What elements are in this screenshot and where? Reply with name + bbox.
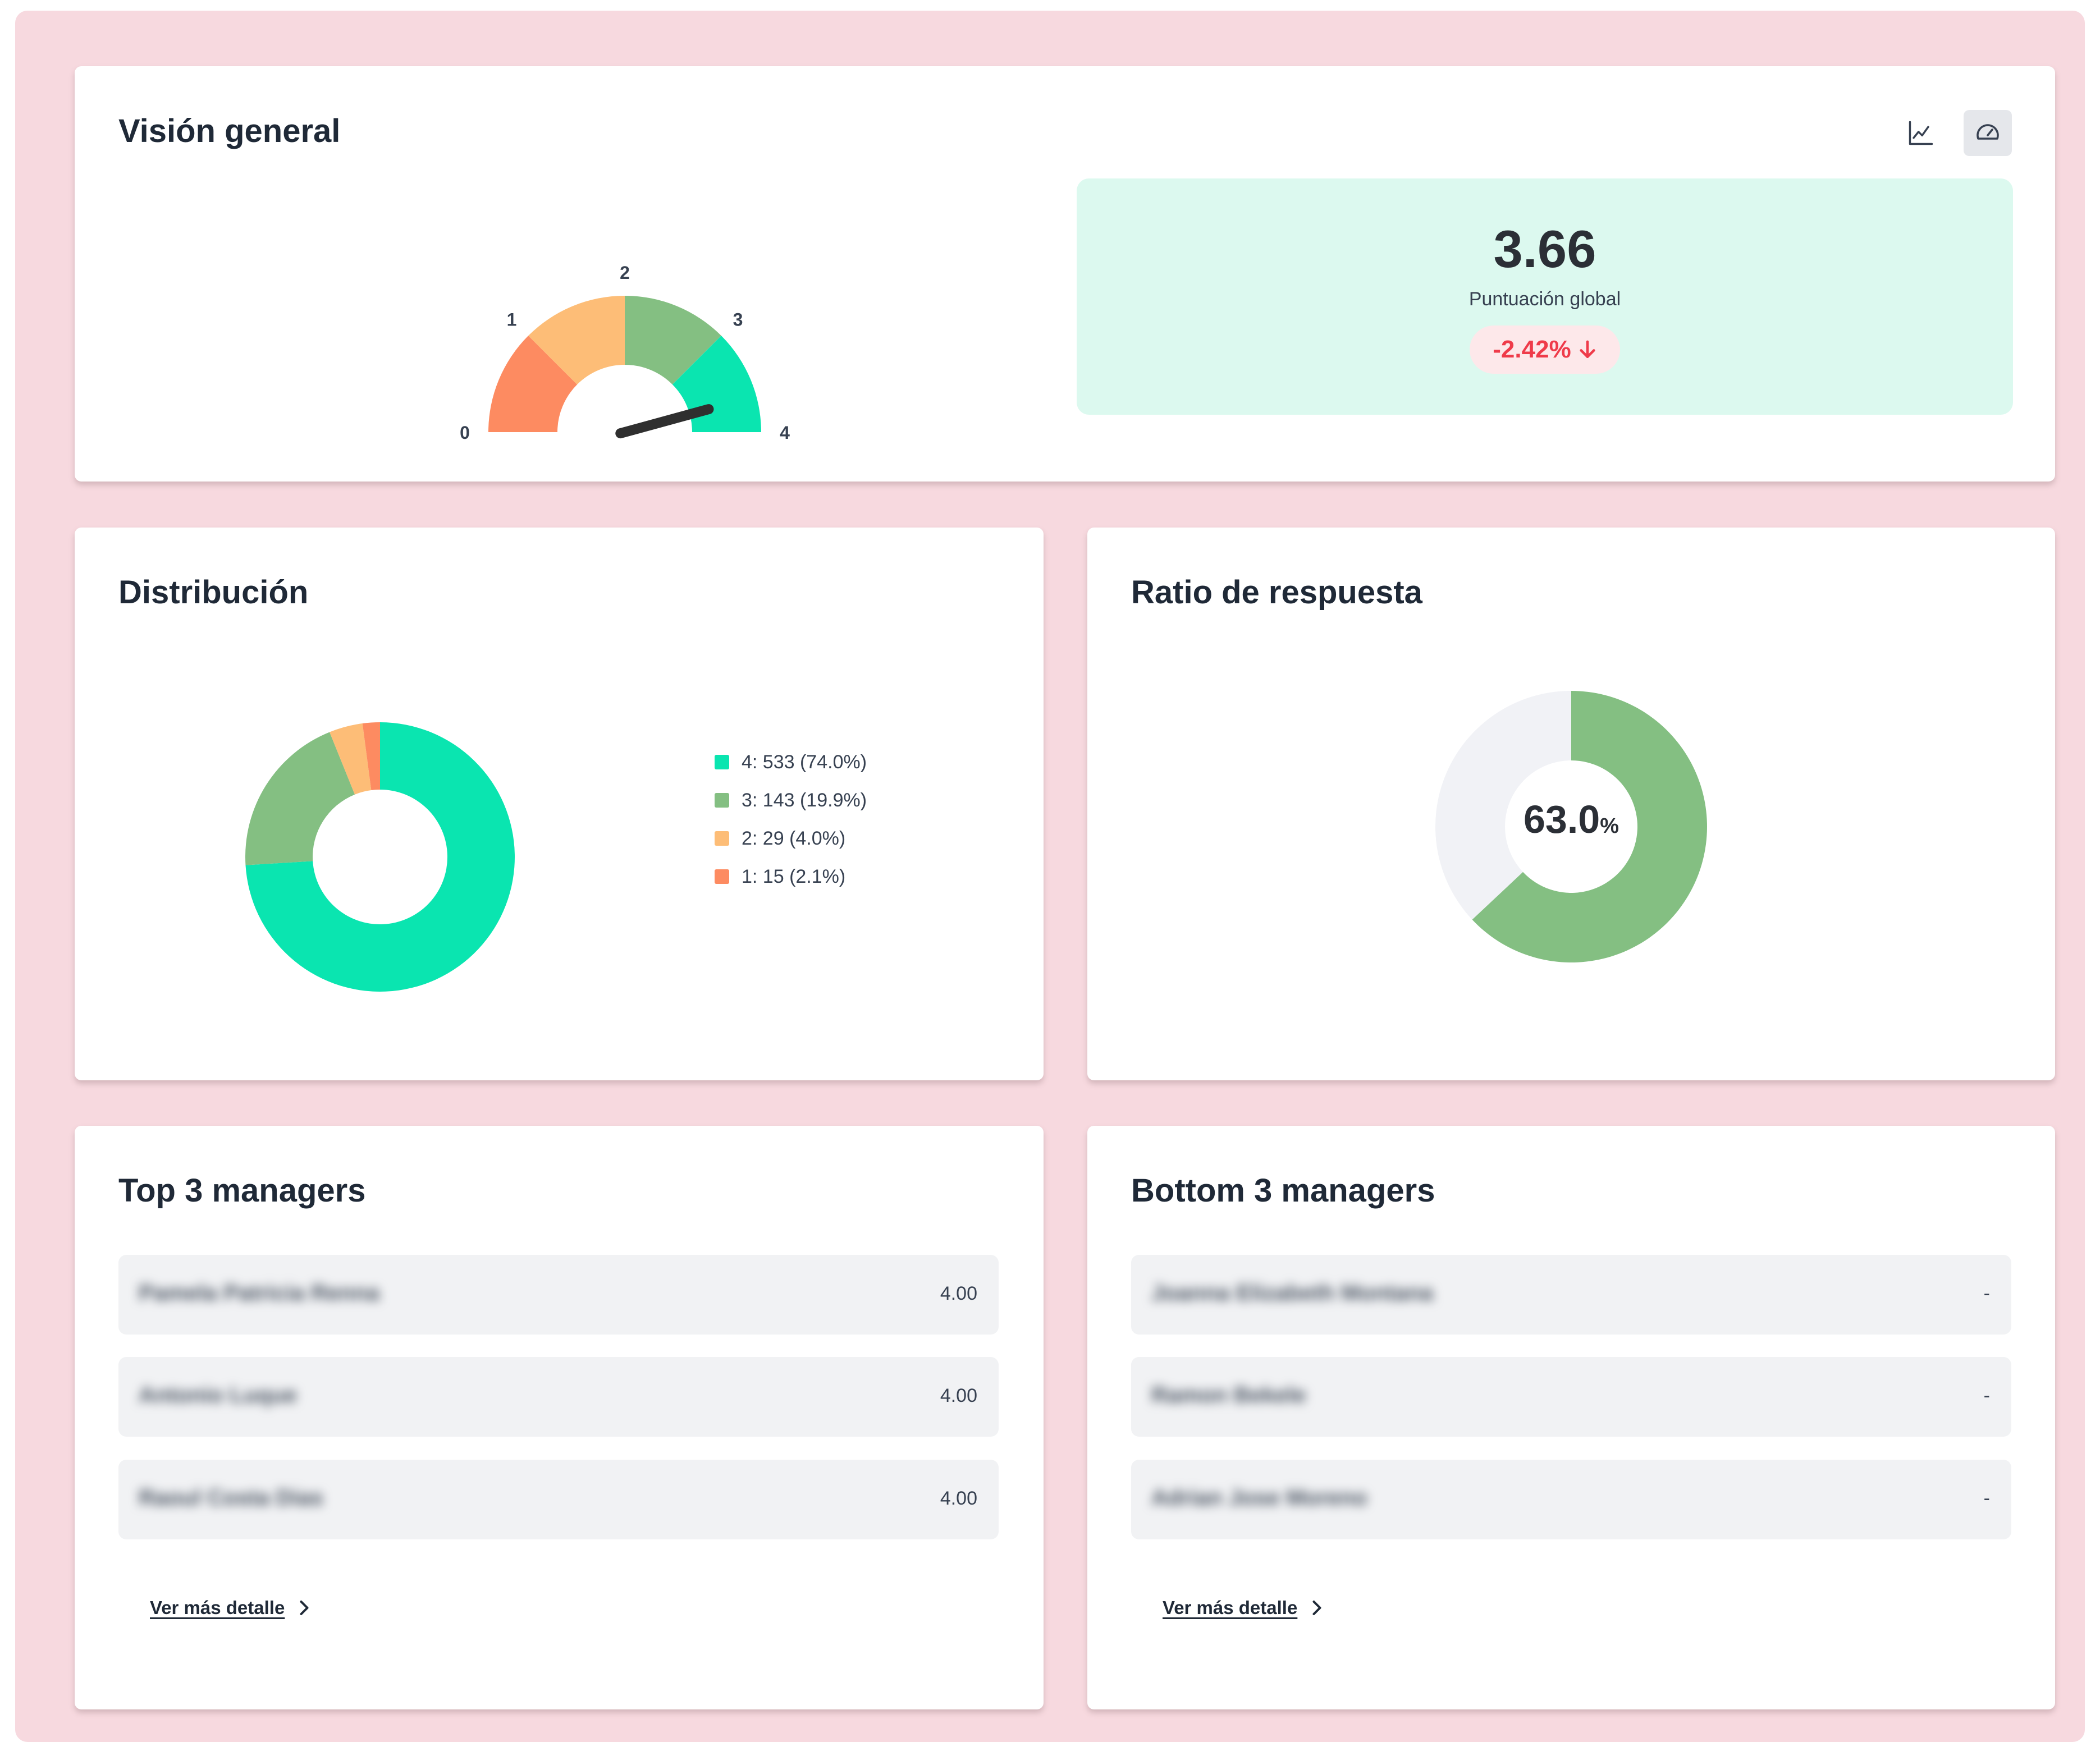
legend-item[interactable]: 4: 533 (74.0%) (715, 743, 867, 781)
score-change-value: -2.42% (1493, 336, 1571, 363)
global-score-value: 3.66 (1493, 219, 1596, 278)
legend-item[interactable]: 2: 29 (4.0%) (715, 819, 867, 858)
gauge-segment (488, 336, 578, 432)
manager-name: Pamela Patricia Renna (139, 1281, 380, 1305)
legend-label: 2: 29 (4.0%) (742, 827, 846, 849)
manager-score: 4.00 (940, 1385, 977, 1406)
gauge-tick-label: 0 (460, 423, 470, 443)
arrow-down-icon (1580, 340, 1595, 359)
more-link-label: Ver más detalle (1163, 1597, 1298, 1618)
top-manager-row[interactable]: Pamela Patricia Renna 4.00 (118, 1255, 999, 1335)
distribution-slice[interactable] (245, 732, 355, 865)
global-score-label: Puntuación global (1468, 288, 1621, 310)
bottom-manager-row[interactable]: Adrian Jose Moreno - (1131, 1460, 2011, 1539)
more-link-label: Ver más detalle (150, 1597, 285, 1618)
chevron-right-icon (300, 1600, 309, 1616)
response-ratio-value: 63.0% (1523, 797, 1619, 841)
gauge-needle (615, 404, 714, 439)
global-score-panel: 3.66 Puntuación global -2.42% (1077, 178, 2013, 415)
bottom-manager-row[interactable]: Ramon Bekele - (1131, 1357, 2011, 1437)
chevron-right-icon (1312, 1600, 1321, 1616)
bottom-managers-more-link[interactable]: Ver más detalle (1163, 1597, 1323, 1619)
legend-swatch (715, 831, 729, 846)
gauge-chart: 0 1 2 3 4 (460, 263, 790, 443)
top-managers-more-link[interactable]: Ver más detalle (150, 1597, 310, 1619)
response-ratio-filled-slice (1472, 691, 1707, 962)
legend-label: 3: 143 (19.9%) (742, 789, 867, 811)
line-chart-view-button[interactable] (1897, 110, 1945, 156)
response-ratio-title: Ratio de respuesta (1131, 574, 1422, 611)
manager-score: - (1983, 1488, 1990, 1509)
overview-title: Visión general (118, 113, 341, 149)
legend-swatch (715, 793, 729, 808)
top-manager-row[interactable]: Antonio Luque 4.00 (118, 1357, 999, 1437)
top-manager-row[interactable]: Raoul Costa Dias 4.00 (118, 1460, 999, 1539)
gauge-tick-label: 4 (780, 423, 790, 443)
bottom-manager-row[interactable]: Joanna Elizabeth Montana - (1131, 1255, 2011, 1335)
bottom-managers-card: Bottom 3 managers Joanna Elizabeth Monta… (1087, 1126, 2055, 1709)
manager-score: 4.00 (940, 1488, 977, 1509)
top-managers-title: Top 3 managers (118, 1172, 366, 1209)
distribution-card: Distribución 4: 533 (74.0%) 3: 143 (19.9%… (75, 528, 1044, 1080)
line-chart-icon (1909, 121, 1933, 145)
response-ratio-donut-chart (1435, 691, 1707, 962)
manager-name: Antonio Luque (139, 1383, 298, 1407)
response-ratio-remaining-slice (1435, 691, 1571, 920)
gauge-icon (1977, 124, 1999, 140)
legend-item[interactable]: 3: 143 (19.9%) (715, 781, 867, 819)
legend-label: 4: 533 (74.0%) (742, 751, 867, 773)
legend-label: 1: 15 (2.1%) (742, 865, 846, 887)
manager-score: 4.00 (940, 1283, 977, 1304)
distribution-title: Distribución (118, 574, 309, 611)
manager-score: - (1983, 1283, 1990, 1304)
distribution-legend: 4: 533 (74.0%) 3: 143 (19.9%) 2: 29 (4.0%)… (715, 743, 867, 896)
response-ratio-card: Ratio de respuesta 63.0% (1087, 528, 2055, 1080)
manager-name: Raoul Costa Dias (139, 1486, 323, 1510)
legend-swatch (715, 755, 729, 769)
dashboard-background: Visión general 0 1 2 3 4 3.66 Puntuación glo… (15, 11, 2085, 1742)
manager-name: Joanna Elizabeth Montana (1151, 1281, 1434, 1305)
manager-name: Ramon Bekele (1151, 1383, 1306, 1407)
legend-item[interactable]: 1: 15 (2.1%) (715, 858, 867, 896)
legend-swatch (715, 869, 729, 884)
distribution-slice[interactable] (330, 723, 372, 795)
score-change-badge: -2.42% (1470, 325, 1620, 374)
distribution-slice[interactable] (362, 722, 380, 791)
gauge-segment (528, 296, 625, 385)
gauge-view-button[interactable] (1964, 110, 2012, 156)
gauge-segment (625, 296, 721, 385)
distribution-donut-chart (245, 722, 515, 992)
distribution-slice[interactable] (245, 722, 515, 992)
manager-score: - (1983, 1385, 1990, 1406)
gauge-tick-label: 3 (733, 309, 743, 329)
overview-card: Visión general 0 1 2 3 4 3.66 Puntuación glo… (75, 66, 2055, 482)
gauge-tick-label: 1 (507, 309, 517, 329)
bottom-managers-title: Bottom 3 managers (1131, 1172, 1435, 1209)
manager-name: Adrian Jose Moreno (1151, 1486, 1367, 1510)
top-managers-card: Top 3 managers Pamela Patricia Renna 4.0… (75, 1126, 1044, 1709)
gauge-tick-label: 2 (620, 263, 630, 283)
